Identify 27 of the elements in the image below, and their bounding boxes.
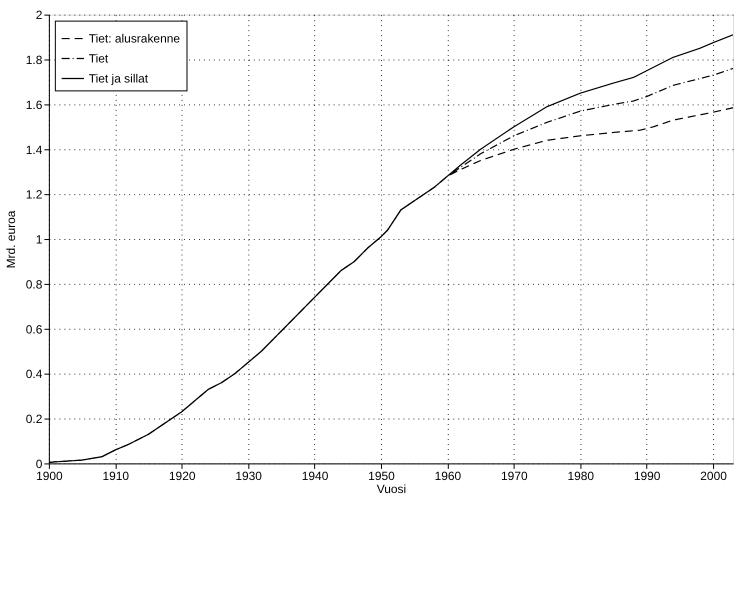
y-tick-label: 0.6 (26, 322, 43, 336)
x-tick-label: 2000 (700, 468, 728, 483)
legend-label: Tiet ja sillat (88, 71, 149, 86)
y-tick-label: 0.2 (26, 412, 43, 426)
y-tick-label: 0 (36, 456, 43, 471)
y-tick-label: 0.4 (26, 367, 43, 382)
x-tick-label: 1960 (434, 468, 462, 483)
legend-label: Tiet: alusrakenne (88, 32, 180, 46)
y-tick-label: 1.6 (26, 98, 43, 112)
x-tick-label: 1920 (168, 468, 196, 483)
x-tick-label: 1930 (235, 468, 262, 483)
y-tick-label: 2 (36, 8, 43, 22)
legend-label: Tiet (88, 52, 109, 66)
x-tick-label: 1980 (567, 468, 594, 483)
x-axis-title: Vuosi (376, 482, 406, 496)
y-tick-label: 0.8 (26, 277, 43, 292)
y-tick-label: 1.8 (26, 53, 43, 68)
x-tick-label: 1950 (368, 468, 396, 483)
y-tick-label: 1.4 (26, 142, 43, 157)
x-tick-label: 1970 (501, 468, 528, 483)
x-tick-label: 1940 (302, 468, 329, 483)
y-axis-title: Mrd. euroa (4, 210, 18, 268)
x-tick-label: 1910 (102, 468, 130, 483)
y-tick-label: 1.2 (26, 188, 43, 202)
x-tick-label: 1900 (36, 468, 64, 483)
y-tick-label: 1 (36, 232, 43, 247)
x-tick-label: 1990 (634, 468, 661, 483)
